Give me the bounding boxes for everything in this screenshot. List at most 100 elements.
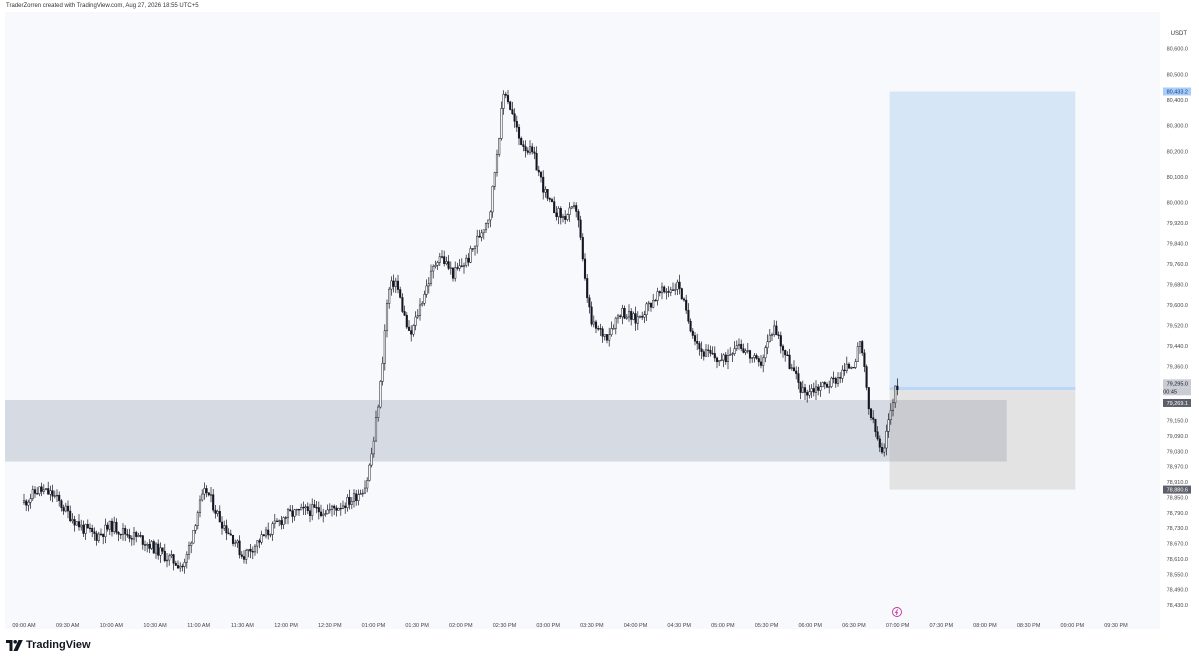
candle-body (183, 562, 186, 567)
candle-body (753, 355, 756, 358)
candle-body (337, 507, 340, 511)
candle-body (746, 350, 749, 352)
candle-body (25, 500, 28, 506)
candle-body (528, 146, 532, 153)
candle-body (773, 325, 776, 335)
candle-body (449, 267, 452, 269)
candle-body (194, 525, 197, 531)
candle-body (80, 524, 83, 528)
candle-body (660, 286, 664, 294)
candle-body (234, 542, 237, 544)
footer: TradingView (6, 639, 91, 651)
candle-body (423, 294, 426, 304)
time-tick-label: 06:00 PM (798, 623, 822, 629)
candle-body (874, 419, 877, 433)
candle-body (850, 366, 853, 369)
candle-body (836, 377, 840, 384)
candle-body (779, 335, 782, 347)
price-tick-label: 80,100.0 (1167, 175, 1188, 181)
candle-body (572, 205, 576, 207)
candle-body (713, 353, 716, 359)
time-tick-label: 07:30 PM (930, 623, 954, 629)
candle-body (227, 532, 230, 535)
candle-body (410, 330, 413, 335)
candle-body (698, 343, 701, 350)
candle-body (825, 383, 829, 388)
footer-brand: TradingView (26, 639, 91, 651)
price-labels: 80,433.2 79,295.0 00:45 79,269.1 78,880.6 (1163, 87, 1191, 494)
entry-line[interactable] (889, 386, 1076, 390)
currency-label: USDT (1170, 31, 1187, 37)
candle-body (652, 300, 655, 308)
candle-body (542, 176, 545, 193)
candle-body (491, 186, 494, 213)
candle-body (282, 517, 285, 525)
candle-body (856, 346, 859, 362)
candle-body (482, 229, 485, 234)
candle-body (249, 548, 252, 552)
candle-body (220, 521, 224, 529)
candle-body (559, 208, 562, 218)
price-axis[interactable]: USDT (1160, 12, 1199, 629)
price-tick-label: 79,680.0 (1167, 283, 1188, 289)
candle-body (209, 494, 213, 496)
candle-body (605, 334, 609, 341)
candle-body (788, 354, 791, 369)
candle-body (236, 540, 239, 544)
price-tick-label: 78,670.0 (1167, 542, 1188, 548)
candle-body (575, 205, 578, 212)
candle-body (656, 291, 659, 301)
candle-body (203, 488, 206, 495)
time-tick-label: 06:30 PM (842, 623, 866, 629)
price-ticks: 80,600.0 80,500.0 80,400.0 80,300.0 80,200.0… (1167, 47, 1188, 609)
candle-body (286, 509, 290, 518)
candle-body (115, 521, 118, 533)
candle-body (480, 232, 483, 238)
candle-body (223, 525, 226, 529)
candle-body (795, 370, 798, 374)
candle-body (682, 298, 686, 301)
candle-body (630, 311, 633, 320)
candle-body (561, 216, 565, 218)
candle-body (106, 524, 109, 530)
candle-body (883, 447, 886, 453)
time-tick-label: 11:00 AM (187, 623, 210, 629)
candle-body (854, 361, 857, 368)
candle-body (548, 198, 551, 200)
candle-body (396, 280, 400, 290)
price-tick-label: 80,500.0 (1167, 72, 1188, 78)
candle-body (29, 498, 32, 503)
candle-body (515, 121, 518, 128)
candle-body (333, 505, 336, 509)
candle-body (819, 386, 822, 391)
replay-icon[interactable] (892, 607, 902, 617)
candle-body (751, 357, 754, 359)
time-tick-label: 02:30 PM (493, 623, 517, 629)
time-tick-label: 12:30 PM (318, 623, 342, 629)
candle-body (757, 358, 760, 363)
candle-body (190, 542, 193, 546)
candle-body (212, 494, 215, 511)
candle-body (425, 285, 428, 295)
candle-body (498, 138, 501, 155)
candle-body (597, 328, 600, 330)
candle-body (841, 369, 844, 379)
demand-zone[interactable] (5, 400, 1007, 462)
candle-body (612, 328, 615, 330)
candle-body (784, 350, 787, 356)
candle-body (69, 510, 72, 522)
candle-body (676, 281, 679, 290)
candle-body (590, 306, 593, 325)
candle-body (759, 361, 763, 366)
candle-body (55, 494, 59, 497)
candle-body (680, 288, 683, 300)
candle-body (447, 261, 450, 269)
candle-body (414, 316, 417, 326)
candle-body (146, 544, 149, 546)
candle-body (388, 288, 391, 304)
target-zone[interactable] (889, 91, 1076, 390)
candle-body (654, 300, 657, 302)
candle-body (814, 386, 818, 393)
candle-body (205, 488, 208, 493)
